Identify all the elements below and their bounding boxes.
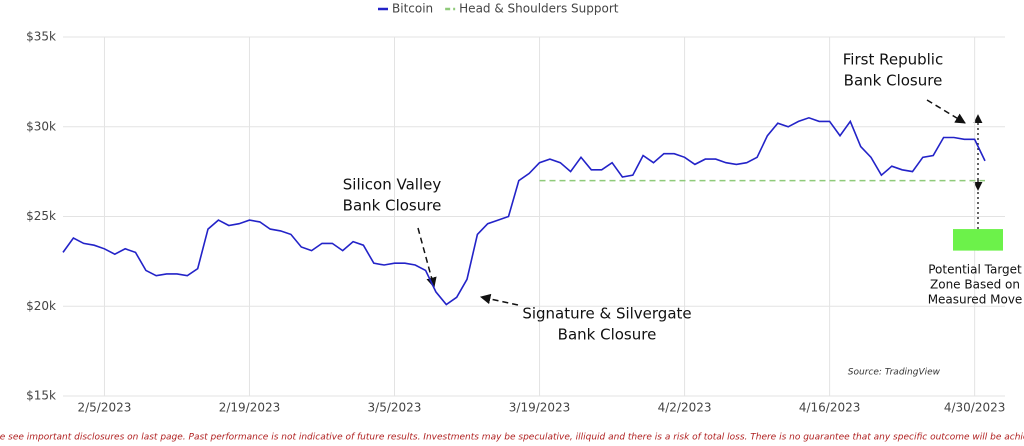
annotation: First Republic [843,51,943,69]
x-tick-label: 4/2/2023 [658,401,712,415]
annotation: Bank Closure [558,326,657,344]
annotation: Silicon Valley [343,176,442,194]
y-tick-label: $30k [26,119,56,133]
annotation: Zone Based on [930,278,1020,292]
arrow [417,227,437,289]
annotation: Bank Closure [844,72,943,90]
x-tick-label: 3/19/2023 [509,401,571,415]
footer: Please see important disclosures on last… [0,433,1024,443]
series-line [62,116,986,306]
annotation: Potential Target [928,263,1022,277]
x-tick-label: 2/19/2023 [219,401,281,415]
target-zone [953,229,1003,251]
arrow [479,293,519,306]
x-tick-label: 4/30/2023 [944,401,1006,415]
y-tick-label: $35k [26,30,56,44]
arrow [926,99,966,124]
x-tick-label: 3/5/2023 [368,401,422,415]
y-tick-label: $25k [26,209,56,223]
y-tick-label: $20k [26,299,56,313]
legend-label: Head & Shoulders Support [459,2,619,16]
source: Source: TradingView [848,368,941,378]
annotation: Signature & Silvergate [522,305,691,323]
x-tick-label: 4/16/2023 [799,401,861,415]
annotation: Bank Closure [343,197,442,215]
y-tick-label: $15k [26,389,56,403]
legend-label: Bitcoin [392,2,433,16]
x-tick-label: 2/5/2023 [77,401,131,415]
annotation: Measured Move [928,293,1023,307]
